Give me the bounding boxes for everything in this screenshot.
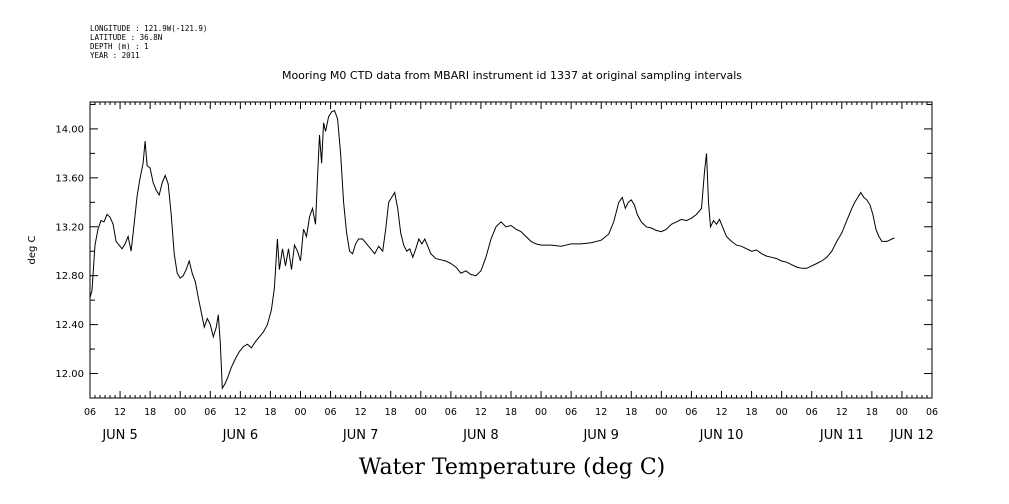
- x-tick-label: 12: [836, 407, 848, 418]
- x-tick-label: 06: [445, 407, 457, 418]
- x-tick-label: 06: [926, 407, 938, 418]
- meta-year: YEAR : 2011: [90, 51, 140, 60]
- meta-latitude: LATITUDE : 36.8N: [90, 33, 162, 42]
- x-tick-labels: 06 12 18 00 06 12 18 00 06 12 18 00 06 12 18 00 06 12 18 00…: [84, 407, 938, 418]
- x-tick-label: 12: [355, 407, 367, 418]
- x-tick-label: 00: [896, 407, 908, 418]
- x-tick-label: 12: [475, 407, 487, 418]
- x-day-label: JUN 8: [462, 428, 498, 443]
- metadata-block: LONGITUDE : 121.9W(-121.9) LATITUDE : 36…: [90, 24, 207, 60]
- x-tick-label: 00: [535, 407, 547, 418]
- axis-ticks: [89, 102, 933, 399]
- x-axis-label: Water Temperature (deg C): [359, 455, 666, 480]
- y-tick-label: 12.80: [55, 271, 84, 282]
- x-tick-label: 12: [234, 407, 246, 418]
- x-tick-label: 06: [685, 407, 697, 418]
- x-tick-label: 06: [204, 407, 216, 418]
- x-day-labels: JUN 5 JUN 6 JUN 7 JUN 8 JUN 9 JUN 10 JUN 11 JUN…: [101, 428, 933, 443]
- x-tick-label: 06: [806, 407, 818, 418]
- y-tick-label: 13.60: [55, 173, 84, 184]
- x-tick-label: 06: [565, 407, 577, 418]
- x-tick-label: 18: [625, 407, 637, 418]
- x-tick-label: 18: [866, 407, 878, 418]
- x-tick-label: 18: [144, 407, 156, 418]
- x-tick-label: 00: [294, 407, 306, 418]
- y-axis-label: deg C: [27, 235, 38, 264]
- x-tick-label: 06: [325, 407, 337, 418]
- x-day-label: JUN 5: [101, 428, 137, 443]
- x-tick-label: 00: [655, 407, 667, 418]
- x-day-label: JUN 10: [699, 428, 744, 443]
- y-tick-labels: 12.00 12.40 12.80 13.20 13.60 14.00: [55, 124, 84, 380]
- x-tick-label: 18: [505, 407, 517, 418]
- x-day-label: JUN 7: [342, 428, 378, 443]
- plot-frame: [89, 101, 933, 399]
- x-tick-label: 18: [385, 407, 397, 418]
- x-day-label: JUN 9: [582, 428, 618, 443]
- chart-title: Mooring M0 CTD data from MBARI instrumen…: [282, 69, 742, 82]
- y-tick-label: 12.00: [55, 369, 84, 380]
- x-tick-label: 00: [174, 407, 186, 418]
- meta-depth: DEPTH (m) : 1: [90, 42, 149, 51]
- y-tick-label: 13.20: [55, 222, 84, 233]
- x-tick-label: 18: [746, 407, 758, 418]
- x-day-label: JUN 12: [889, 428, 934, 443]
- x-day-label: JUN 11: [819, 428, 864, 443]
- x-day-label: JUN 6: [222, 428, 258, 443]
- x-tick-label: 12: [114, 407, 126, 418]
- y-tick-label: 12.40: [55, 320, 84, 331]
- x-tick-label: 18: [264, 407, 276, 418]
- temperature-line: [89, 109, 895, 390]
- x-tick-label: 12: [595, 407, 607, 418]
- x-tick-label: 06: [84, 407, 96, 418]
- x-tick-label: 00: [776, 407, 788, 418]
- x-tick-label: 12: [715, 407, 727, 418]
- x-tick-label: 00: [415, 407, 427, 418]
- meta-longitude: LONGITUDE : 121.9W(-121.9): [90, 24, 207, 33]
- y-tick-label: 14.00: [55, 124, 84, 135]
